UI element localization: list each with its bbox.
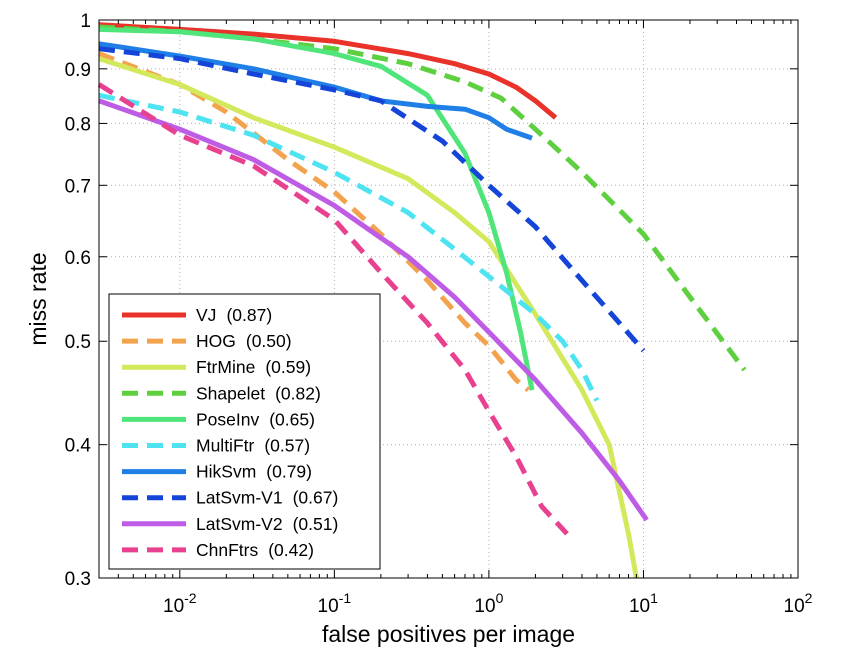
legend-score: (0.79) [266, 462, 312, 482]
series-line-latsvm-v2 [98, 98, 649, 522]
series-line-hog [98, 51, 530, 393]
legend-label: HikSvm [196, 462, 256, 482]
legend-score: (0.51) [293, 514, 339, 534]
y-tick-label: 0.8 [65, 114, 91, 135]
axis-ticks: 10-2 10-1 100 101 102 0.3 0.4 0.5 0.6 0.7 0.8 0.9 1 [65, 11, 813, 617]
y-tick-label: 0.6 [65, 248, 91, 269]
legend-label: LatSvm-V2 [196, 514, 283, 534]
series-line-chnftrs [97, 82, 569, 536]
series-lines [97, 22, 747, 579]
legend-score: (0.59) [265, 357, 311, 377]
legend-label: LatSvm-V1 [196, 488, 283, 508]
series-line-vj [98, 22, 558, 120]
plot-frame [98, 19, 799, 579]
series-line-hiksvm [98, 41, 533, 141]
legend-score: (0.50) [246, 331, 292, 351]
x-tick-label: 101 [629, 590, 658, 617]
legend-score: (0.67) [293, 488, 339, 508]
series-line-latsvm-v1 [98, 46, 646, 353]
series-line-multiftr [98, 92, 600, 402]
x-tick-label: 10-1 [318, 590, 352, 617]
x-tick-label: 10-2 [163, 590, 197, 617]
legend-label: PoseInv [196, 409, 259, 429]
legend-label: HOG [196, 331, 236, 351]
legend-label: ChnFtrs [196, 540, 258, 560]
y-tick-label: 0.7 [65, 176, 91, 197]
legend-label: Shapelet [196, 383, 265, 403]
legend-label: FtrMine [196, 357, 255, 377]
x-tick-label: 102 [784, 590, 813, 617]
legend-score: (0.57) [264, 436, 310, 456]
series-line-ftrmine [98, 56, 639, 579]
y-tick-label: 0.4 [65, 436, 92, 457]
y-tick-label: 0.9 [65, 60, 91, 81]
y-tick-label: 0.3 [65, 569, 91, 590]
legend: VJ (0.87)HOG (0.50)FtrMine (0.59)Shapelet (0… [108, 293, 381, 570]
legend-label: VJ [196, 305, 216, 325]
y-axis-label: miss rate [25, 252, 51, 345]
x-axis-label: false positives per image [322, 621, 575, 647]
legend-score: (0.65) [269, 409, 315, 429]
legend-score: (0.42) [268, 540, 314, 560]
x-tick-label: 100 [474, 590, 503, 617]
legend-score: (0.87) [226, 305, 272, 325]
y-tick-label: 1 [80, 11, 91, 32]
legend-score: (0.82) [275, 383, 321, 403]
legend-label: MultiFtr [196, 436, 255, 456]
y-tick-label: 0.5 [65, 332, 91, 353]
